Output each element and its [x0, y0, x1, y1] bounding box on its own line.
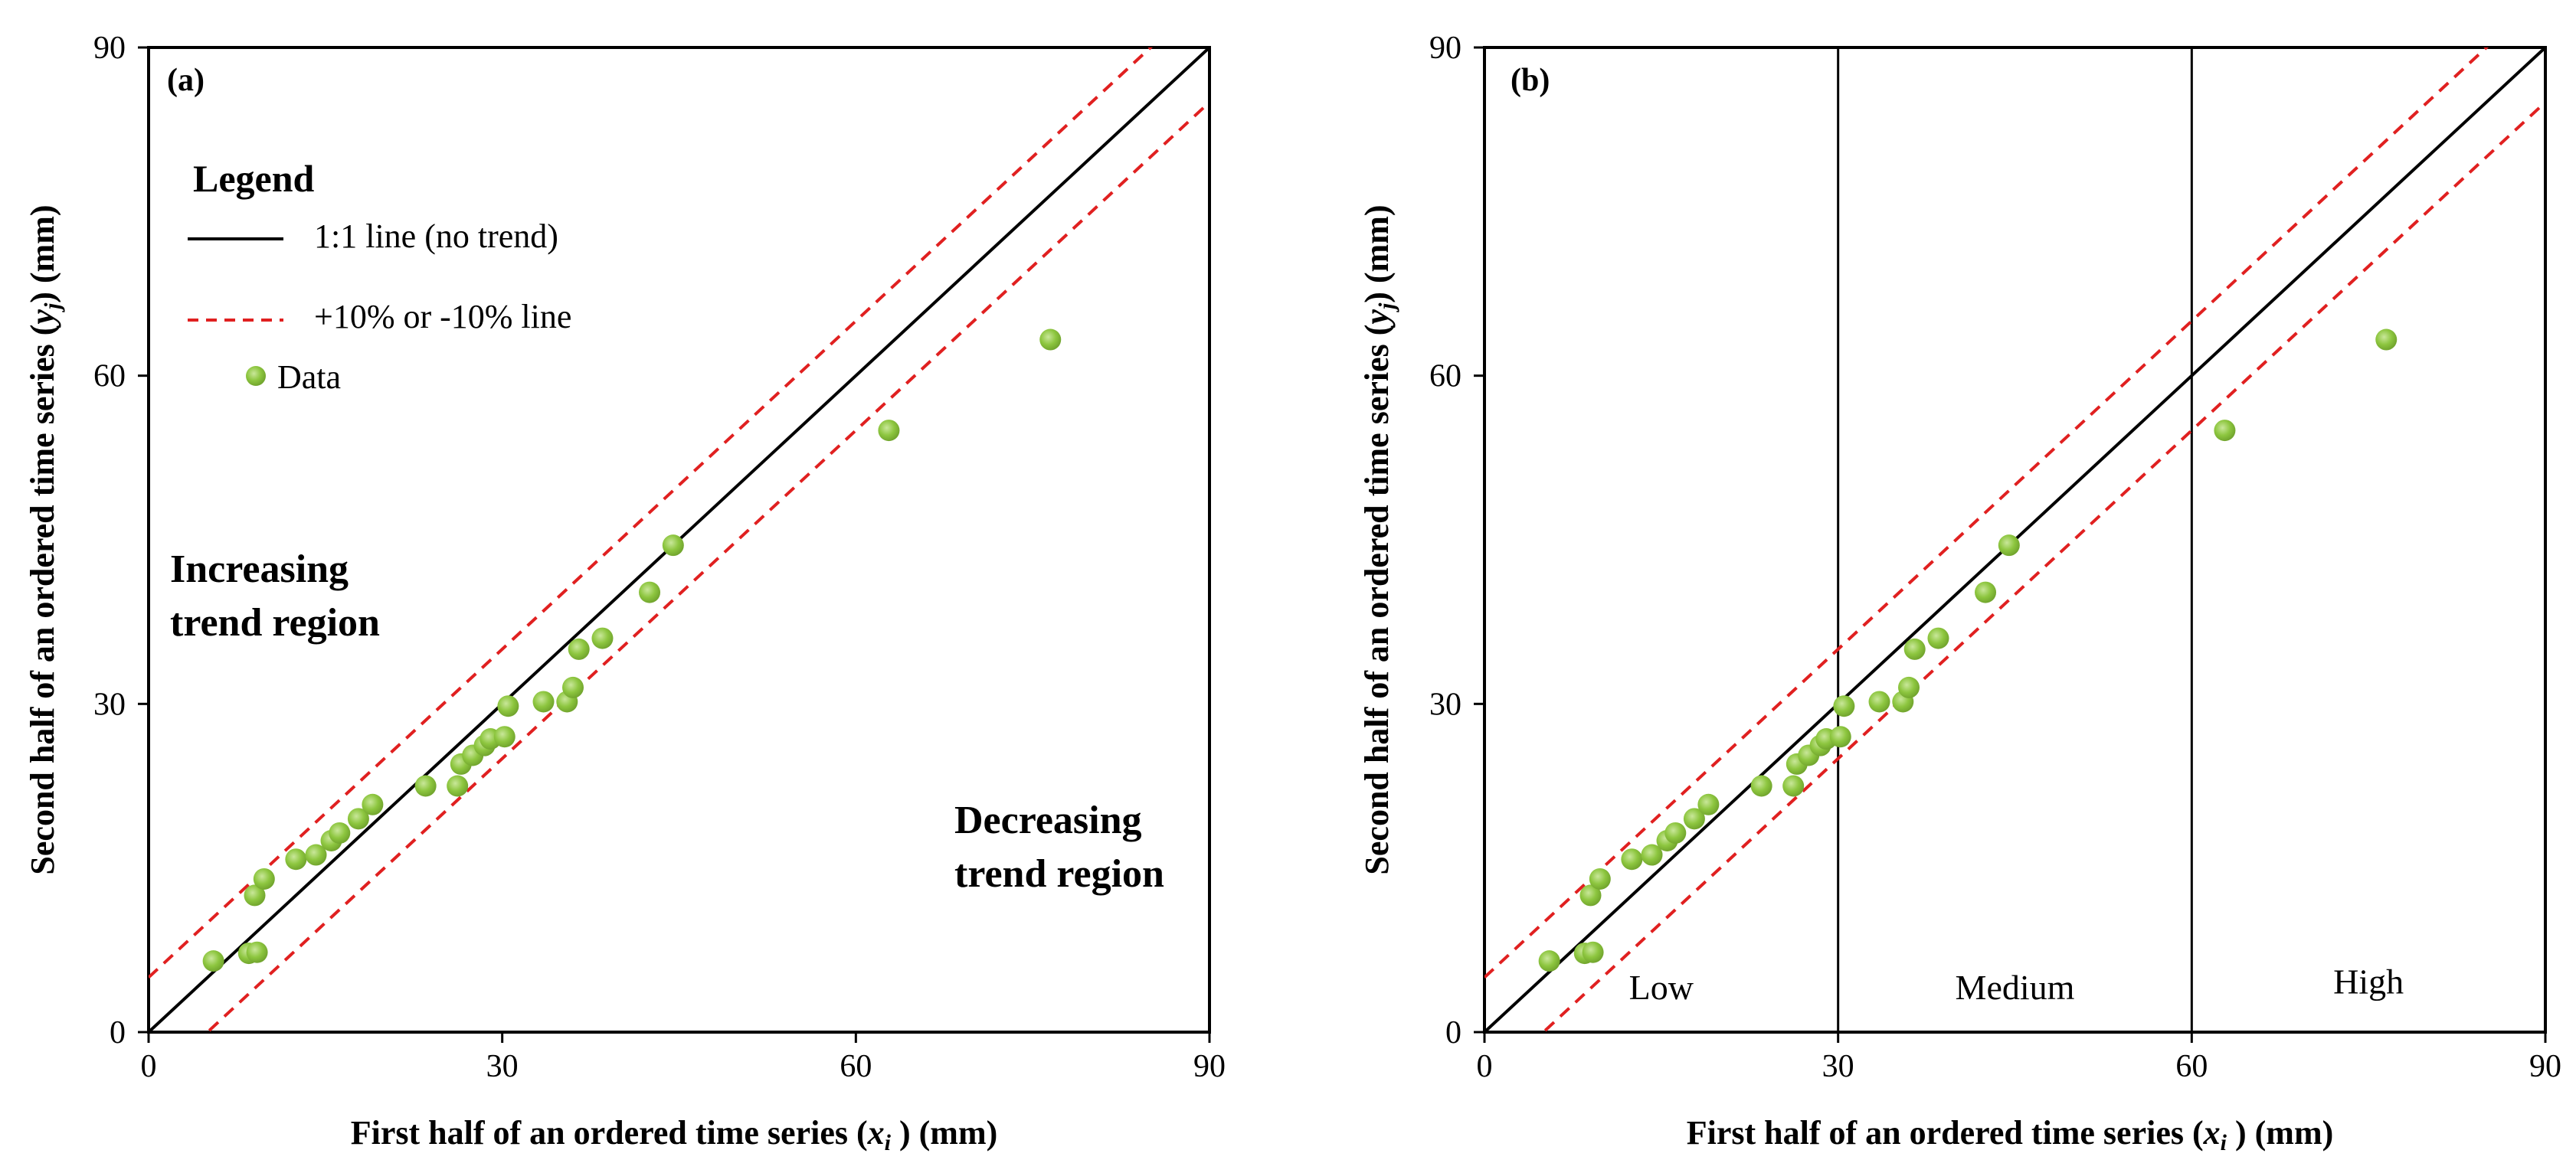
x-tick-label: 90: [2529, 1049, 2561, 1084]
minus-10pct-line: [205, 100, 1209, 1032]
y-tick-label: 0: [110, 1015, 126, 1050]
data-point: [568, 638, 590, 660]
plot-frame: [147, 46, 1211, 1034]
y-tick-label: 60: [93, 359, 126, 394]
data-point: [1903, 638, 1926, 660]
data-point: [285, 848, 307, 871]
data-points: [202, 328, 1062, 972]
data-point: [1868, 691, 1890, 713]
axis-ticks: 0 30 60 90 0 30 60 90: [93, 31, 1226, 1084]
data-point: [246, 941, 268, 963]
decreasing-region-label-2: trend region: [954, 852, 1164, 896]
data-point: [1579, 884, 1602, 907]
x-axis-title: First half of an ordered time series (xi…: [351, 1114, 998, 1155]
data-point: [2214, 420, 2236, 442]
legend-data-marker: [246, 366, 266, 386]
x-tick-label: 90: [1193, 1049, 1226, 1084]
data-point: [2375, 328, 2398, 351]
panel-label: (b): [1511, 63, 1550, 98]
data-point: [639, 581, 661, 603]
y-axis-title: Second half of an ordered time series (y…: [24, 204, 65, 874]
data-point: [1833, 695, 1855, 717]
zone-label-low: Low: [1629, 968, 1694, 1007]
data-point: [305, 844, 327, 866]
y-tick-label: 60: [1429, 359, 1461, 394]
data-point: [562, 676, 584, 698]
chart-panel-b: 0 30 60 90 0 30 60 90 Low Medium High (b) First h…: [1358, 31, 2561, 1155]
data-point: [1782, 775, 1805, 797]
x-tick-label: 0: [1477, 1049, 1493, 1084]
data-point: [1641, 844, 1663, 866]
data-point: [1621, 848, 1643, 871]
data-point: [662, 534, 684, 557]
data-point: [253, 867, 275, 890]
data-point: [1589, 867, 1611, 890]
chart-panel-a: 0 30 60 90 0 30 60 90 (a) Legend 1:1 line (no t…: [24, 31, 1226, 1155]
x-tick-label: 30: [1822, 1049, 1854, 1084]
panel-label: (a): [167, 63, 205, 98]
plus-10pct-line: [149, 47, 1153, 979]
zone-label-medium: Medium: [1956, 968, 2075, 1007]
data-point: [1582, 941, 1604, 963]
x-axis-title: First half of an ordered time series (xi…: [1687, 1114, 2334, 1155]
data-point: [202, 950, 224, 972]
decreasing-region-label: Decreasing: [954, 799, 1142, 842]
x-tick-label: 60: [2175, 1049, 2208, 1084]
y-axis-title: Second half of an ordered time series (y…: [1358, 204, 1399, 874]
data-point: [414, 775, 437, 797]
data-point: [1697, 793, 1720, 815]
data-point: [347, 808, 369, 830]
data-point: [1927, 627, 1949, 649]
x-tick-label: 30: [486, 1049, 519, 1084]
zone-label-high: High: [2333, 962, 2404, 1001]
legend-title: Legend: [193, 157, 315, 200]
data-point: [497, 695, 519, 717]
legend: Legend 1:1 line (no trend) +10% or -10% …: [188, 157, 571, 396]
legend-item-data: Data: [277, 358, 341, 396]
data-point: [1683, 808, 1705, 830]
x-tick-label: 0: [141, 1049, 157, 1084]
y-tick-label: 90: [1429, 31, 1461, 66]
legend-item-1-1-line: 1:1 line (no trend): [314, 217, 558, 255]
data-point: [329, 822, 351, 844]
data-point: [447, 775, 469, 797]
increasing-region-label: Increasing: [170, 547, 349, 591]
data-point: [1750, 775, 1772, 797]
data-point: [1039, 328, 1062, 351]
y-tick-label: 90: [93, 31, 126, 66]
data-point: [1898, 676, 1920, 698]
y-tick-label: 30: [93, 687, 126, 722]
y-tick-label: 0: [1445, 1015, 1461, 1050]
data-point: [591, 627, 614, 649]
data-point: [878, 420, 900, 442]
data-point: [244, 884, 266, 907]
y-tick-label: 30: [1429, 687, 1461, 722]
data-point: [1538, 950, 1560, 972]
plus-10pct-line: [1484, 47, 2489, 979]
axis-ticks: 0 30 60 90 0 30 60 90: [1429, 31, 2561, 1084]
zone-labels: Low Medium High: [1629, 962, 2404, 1007]
data-points: [1538, 328, 2398, 972]
data-point: [1829, 726, 1851, 748]
data-point: [532, 691, 555, 713]
data-point: [1998, 534, 2020, 557]
increasing-region-label-2: trend region: [170, 601, 380, 645]
data-point: [362, 793, 384, 815]
data-point: [1664, 822, 1687, 844]
data-point: [1975, 581, 1997, 603]
category-divider-lines: [1837, 47, 2193, 1032]
x-tick-label: 60: [840, 1049, 872, 1084]
data-point: [493, 726, 516, 748]
plot-frame: [1483, 46, 2547, 1034]
minus-10pct-line: [1541, 100, 2545, 1032]
legend-item-10pct-line: +10% or -10% line: [314, 298, 571, 335]
